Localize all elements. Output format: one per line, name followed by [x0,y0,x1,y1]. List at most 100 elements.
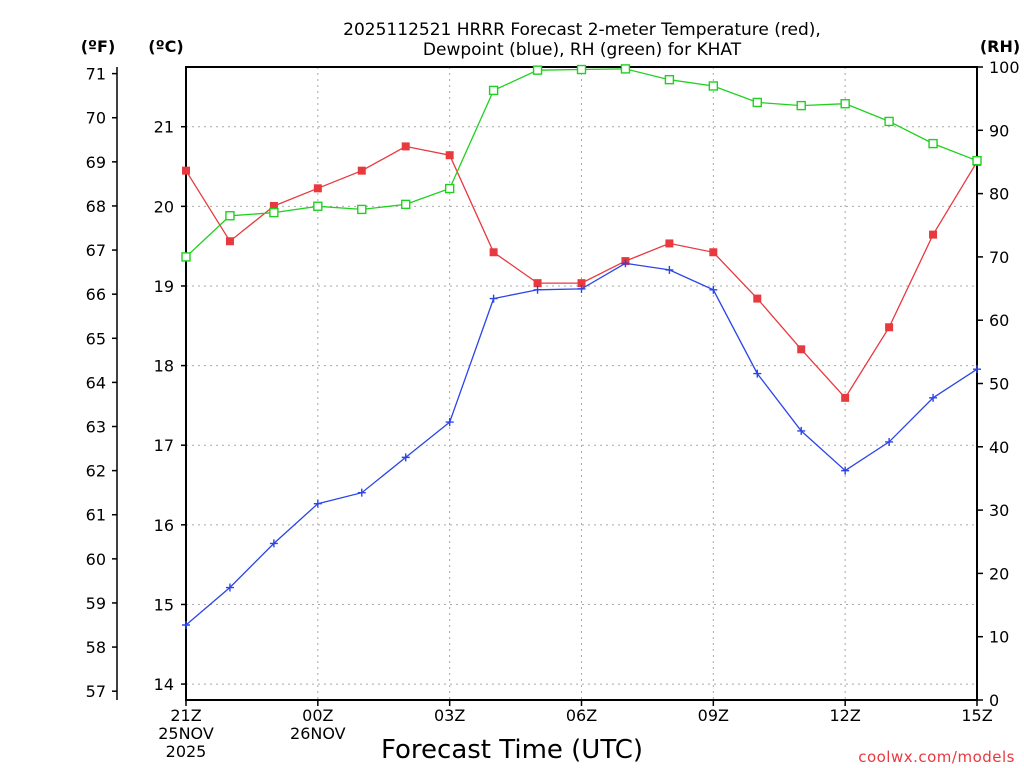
celsius-tick-label: 16 [154,516,174,535]
rh-point [225,211,235,221]
temperature-point [401,142,410,151]
temperature-point [665,239,674,248]
rh-tick-label: 90 [989,121,1009,140]
x-axis-label: Forecast Time (UTC) [381,735,643,765]
fahrenheit-unit-label: (ºF) [81,37,116,56]
x-tick-label: 06Z [566,706,597,725]
dewpoint-point [665,265,674,274]
dewpoint-point [709,285,718,294]
fahrenheit-tick-label: 59 [86,594,106,613]
dewpoint-point [533,285,542,294]
rh-point [928,138,938,149]
dewpoint-point [929,393,938,402]
fahrenheit-tick-label: 64 [86,373,106,392]
x-tick-label: 12Z [830,706,861,725]
dewpoint-point [973,365,981,374]
rh-point [269,207,279,218]
temperature-point [885,323,894,332]
fahrenheit-tick-label: 67 [86,241,106,260]
fahrenheit-tick-label: 61 [86,506,106,525]
celsius-tick-label: 14 [154,675,174,694]
x-tick-label: 03Z [434,706,465,725]
rh-point [796,100,806,111]
axes: 57 58 59 60 61 62 63 64 65 66 67 68 69 70 71 14 15 16 17 18… [86,58,1020,761]
fahrenheit-tick-label: 70 [86,109,106,128]
dewpoint-point [269,539,278,548]
fahrenheit-tick-label: 62 [86,462,106,481]
x-tick-label: 25NOV [158,724,214,743]
rh-point [884,116,894,127]
temperature-point [841,393,850,402]
temperature-point [269,201,278,210]
temperature-point [929,230,938,239]
x-tick-label: 00Z [302,706,333,725]
celsius-unit-label: (ºC) [148,37,183,56]
fahrenheit-tick-label: 68 [86,197,106,216]
temperature-point [182,166,190,175]
dewpoint-point [489,294,498,303]
dewpoint-point [885,437,894,446]
chart-title-line2: Dewpoint (blue), RH (green) for KHAT [423,40,742,60]
rh-point [972,155,982,166]
dewpoint-point [313,499,322,508]
dewpoint-point [621,259,630,268]
celsius-tick-label: 20 [154,197,174,216]
celsius-tick-label: 17 [154,436,174,455]
rh-tick-label: 10 [989,628,1009,647]
credit-text: coolwx.com/models [858,748,1015,766]
dewpoint-point [577,284,586,293]
rh-point [620,64,631,74]
dewpoint-point [182,621,190,630]
rh-point [444,183,455,194]
rh-point [752,97,762,108]
rh-point [576,64,587,75]
celsius-tick-label: 15 [154,595,174,614]
grid-lines [186,67,977,700]
rh-unit-label: (RH) [980,37,1020,56]
fahrenheit-tick-label: 58 [86,638,106,657]
rh-tick-label: 70 [989,248,1009,267]
dewpoint-point [225,583,234,592]
temperature-point [797,345,806,354]
temperature-point [225,237,234,246]
temperature-point [709,248,718,257]
rh-tick-label: 50 [989,375,1009,394]
temperature-point [753,294,762,303]
rh-point [488,85,499,96]
temperature-point [445,151,454,160]
x-tick-label: 21Z [170,706,201,725]
rh-tick-label: 0 [989,691,999,710]
rh-point [708,81,719,91]
rh-point [313,201,323,211]
x-tick-label: 26NOV [290,724,346,743]
temperature-point [533,279,542,288]
plot-frame [185,66,978,701]
rh-point [664,74,675,85]
dewpoint-point [797,426,806,435]
x-tick-label: 15Z [961,706,992,725]
dewpoint-point [357,488,366,497]
celsius-tick-label: 18 [154,357,174,376]
chart-title-line1: 2025112521 HRRR Forecast 2-meter Tempera… [343,20,821,40]
celsius-tick-label: 19 [154,277,174,296]
x-tick-label: 2025 [166,742,207,761]
dewpoint-point [401,453,410,462]
temperature-point [313,184,322,193]
dewpoint-point [841,466,850,475]
fahrenheit-tick-label: 71 [86,65,106,84]
dewpoint-line [185,262,978,626]
rh-tick-label: 60 [989,311,1009,330]
rh-tick-label: 20 [989,564,1009,583]
celsius-tick-label: 21 [154,118,174,137]
fahrenheit-tick-label: 66 [86,285,106,304]
rh-point [357,204,367,215]
series-layer [181,64,982,630]
rh-point [181,252,191,262]
rh-point [840,99,850,109]
fahrenheit-tick-label: 63 [86,418,106,437]
rh-point [401,199,411,210]
rh-point [532,65,543,75]
dewpoint-point [753,369,762,378]
rh-tick-label: 40 [989,438,1009,457]
